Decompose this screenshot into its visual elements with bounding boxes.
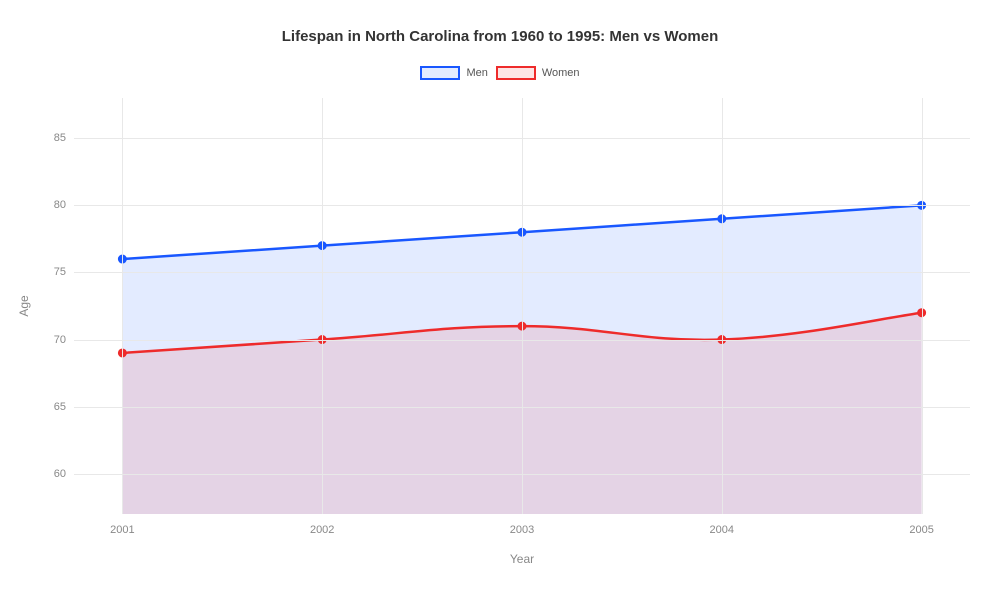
- legend-swatch-women: [496, 66, 536, 80]
- grid-line-v: [322, 98, 323, 514]
- grid-line-v: [922, 98, 923, 514]
- x-tick-label: 2005: [909, 514, 933, 536]
- x-tick-label: 2002: [310, 514, 334, 536]
- legend-item-men: Men: [420, 66, 487, 80]
- chart-title: Lifespan in North Carolina from 1960 to …: [0, 28, 1000, 45]
- y-tick-label: 60: [54, 468, 74, 480]
- y-tick-label: 65: [54, 401, 74, 413]
- legend-swatch-men: [420, 66, 460, 80]
- chart-container: Lifespan in North Carolina from 1960 to …: [0, 0, 1000, 600]
- y-axis-title: Age: [17, 295, 31, 316]
- x-tick-label: 2003: [510, 514, 534, 536]
- y-tick-label: 80: [54, 199, 74, 211]
- y-tick-label: 85: [54, 132, 74, 144]
- legend-item-women: Women: [496, 66, 580, 80]
- grid-line-v: [722, 98, 723, 514]
- legend: Men Women: [0, 66, 1000, 80]
- grid-line-v: [522, 98, 523, 514]
- plot-area: 60657075808520012002200320042005: [74, 98, 970, 514]
- x-axis-title: Year: [510, 552, 534, 566]
- grid-line-v: [122, 98, 123, 514]
- y-tick-label: 70: [54, 334, 74, 346]
- x-tick-label: 2001: [110, 514, 134, 536]
- legend-label-women: Women: [542, 67, 580, 79]
- x-tick-label: 2004: [710, 514, 734, 536]
- y-tick-label: 75: [54, 266, 74, 278]
- legend-label-men: Men: [466, 67, 487, 79]
